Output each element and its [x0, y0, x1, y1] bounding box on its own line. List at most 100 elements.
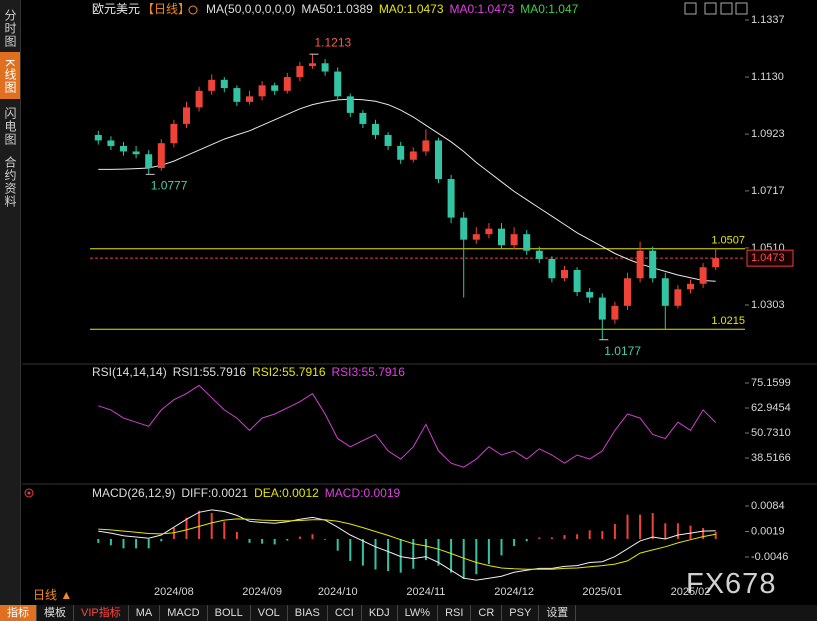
button[interactable]: [684, 2, 697, 15]
chart-period: 【日线】: [142, 2, 190, 16]
candle-body: [523, 234, 531, 251]
level-label: 1.0507: [711, 235, 745, 247]
sidebar-tab[interactable]: 分时图: [3, 8, 17, 48]
x-tick-label: 2024/10: [318, 586, 358, 598]
legend-item: MACD(26,12,9): [92, 486, 175, 500]
candle-body: [460, 217, 468, 240]
toolbar-item[interactable]: VIP指标: [74, 605, 129, 621]
legend-item: MA0:1.0473: [450, 2, 515, 16]
toolbar-item[interactable]: RSI: [438, 605, 472, 621]
candle-body: [170, 123, 178, 144]
candle-body: [120, 145, 127, 152]
candle-body: [636, 250, 644, 279]
legend-item: MACD:0.0019: [325, 486, 401, 500]
candle-body: [94, 134, 102, 141]
candle-body: [384, 134, 392, 146]
toolbar-item[interactable]: 指标: [0, 605, 37, 621]
sidebar-tab[interactable]: K线图: [0, 52, 20, 99]
candle-body: [409, 151, 417, 160]
x-tick-label: 2024/08: [154, 586, 194, 598]
toolbar-item[interactable]: CCI: [328, 605, 362, 621]
button[interactable]: [735, 2, 748, 15]
candle-body: [208, 79, 216, 91]
candle-body: [561, 269, 568, 279]
legend-item: RSI1:55.7916: [173, 365, 247, 379]
last-price-label: 1.0473: [751, 252, 785, 264]
candle-body: [649, 250, 657, 279]
candle-body: [611, 305, 619, 320]
extreme-label: 1.0177: [604, 344, 641, 358]
y-tick-label: 50.7310: [751, 427, 791, 439]
x-tick-label: 2024/11: [406, 586, 445, 598]
last-price-box: [746, 249, 794, 267]
toolbar-item[interactable]: MACD: [160, 605, 208, 621]
toolbar-item[interactable]: PSY: [502, 605, 540, 621]
candle-body: [535, 250, 543, 259]
candle-body: [132, 151, 140, 155]
candle-body: [485, 228, 493, 235]
y-tick-label: 62.9454: [751, 402, 791, 414]
candle-body: [687, 283, 694, 290]
toolbar-item[interactable]: BIAS: [288, 605, 328, 621]
window-buttons[interactable]: [684, 2, 748, 15]
candle-body: [321, 63, 329, 72]
extreme-label: 1.1213: [315, 35, 352, 49]
candle-body: [157, 143, 165, 169]
candle-body: [145, 154, 153, 169]
button[interactable]: [720, 2, 733, 15]
toolbar-item[interactable]: BOLL: [208, 605, 251, 621]
candle-body: [712, 258, 720, 268]
toolbar-item[interactable]: VOL: [251, 605, 288, 621]
candle-body: [220, 79, 228, 89]
x-tick-label: 2024/12: [494, 586, 534, 598]
toolbar-item[interactable]: KDJ: [362, 605, 398, 621]
candle-body: [699, 267, 707, 284]
legend-item: RSI2:55.7916: [252, 365, 326, 379]
y-tick-label: -0.0046: [751, 551, 788, 563]
sidebar-tab[interactable]: 合约资料: [3, 155, 17, 208]
sidebar: 分时图 K线图闪电图合约资料: [0, 0, 21, 605]
y-tick-label: 75.1599: [751, 377, 791, 389]
ma-line: [98, 98, 716, 282]
candle-body: [309, 63, 316, 67]
toolbar-item[interactable]: LW%: [398, 605, 439, 621]
candle-body: [548, 258, 556, 279]
candle-body: [233, 88, 241, 102]
macd-line: [98, 518, 716, 570]
candle-body: [183, 107, 190, 124]
candle-body: [397, 145, 405, 160]
candle-body: [674, 289, 682, 306]
candle-body: [422, 140, 430, 152]
settings-icon[interactable]: [24, 488, 34, 498]
legend-item: MA(50,0,0,0,0,0): [206, 2, 295, 16]
button[interactable]: [704, 2, 717, 15]
candle-body: [107, 140, 115, 146]
watermark: FX678: [686, 568, 777, 600]
toolbar-item[interactable]: MA: [129, 605, 161, 621]
candle-body: [283, 77, 291, 91]
candle-body: [346, 96, 354, 113]
candle-body: [435, 140, 442, 180]
toolbar-item[interactable]: 设置: [539, 605, 577, 621]
candle-body: [271, 85, 279, 91]
candle-body: [586, 292, 594, 298]
settings-icon-dot: [27, 491, 31, 495]
rsi-line: [98, 384, 717, 468]
sidebar-tab[interactable]: 闪电图: [3, 106, 17, 146]
candle-body: [624, 278, 631, 306]
legend-item: RSI(14,14,14): [92, 365, 167, 379]
x-tick-label: 2025/01: [582, 586, 622, 598]
toolbar: 指标 模板 VIP指标 MA MACD BOLL VOL BIAS CCI KDJ LW% RSI CR…: [0, 605, 817, 621]
candle-body: [472, 234, 480, 240]
toolbar-item[interactable]: 模板: [37, 605, 74, 621]
legend-item: MA0:1.047: [520, 2, 578, 16]
candle-body: [359, 112, 367, 124]
macd-line: [98, 509, 716, 581]
candle-body: [598, 297, 606, 320]
legend-item: MA50:1.0389: [301, 2, 373, 16]
legend-item: DEA:0.0012: [254, 486, 319, 500]
candle-body: [246, 96, 253, 102]
period-switch[interactable]: 日线 ▲: [33, 588, 73, 602]
toolbar-item[interactable]: CR: [471, 605, 503, 621]
candle-body: [498, 228, 505, 246]
